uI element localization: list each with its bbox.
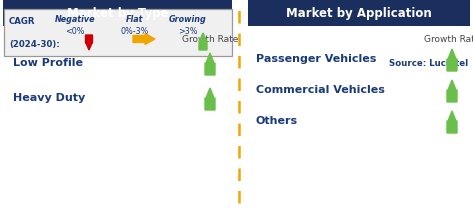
Text: Low Profile: Low Profile xyxy=(13,58,83,68)
Text: Flat: Flat xyxy=(126,15,144,24)
Text: 0%-3%: 0%-3% xyxy=(121,27,149,37)
Text: Negative: Negative xyxy=(55,15,95,24)
Text: Growth Rate: Growth Rate xyxy=(182,35,238,43)
Polygon shape xyxy=(199,33,207,50)
Polygon shape xyxy=(86,35,93,50)
FancyBboxPatch shape xyxy=(248,0,470,26)
Polygon shape xyxy=(205,53,215,75)
Text: Growth Rate: Growth Rate xyxy=(424,35,473,43)
FancyBboxPatch shape xyxy=(4,9,232,56)
Polygon shape xyxy=(447,80,457,102)
Text: Market by Type: Market by Type xyxy=(67,7,168,19)
Polygon shape xyxy=(447,49,457,71)
Polygon shape xyxy=(447,111,457,133)
Polygon shape xyxy=(205,88,215,110)
Text: CAGR: CAGR xyxy=(9,18,35,27)
Text: Others: Others xyxy=(256,116,298,126)
Text: Commercial Vehicles: Commercial Vehicles xyxy=(256,85,385,95)
Text: >3%: >3% xyxy=(178,27,198,37)
Text: (2024-30):: (2024-30): xyxy=(9,41,60,50)
Text: Market by Application: Market by Application xyxy=(286,7,432,19)
Text: <0%: <0% xyxy=(65,27,85,37)
Text: Source: Lucintel: Source: Lucintel xyxy=(389,60,468,69)
Text: Passenger Vehicles: Passenger Vehicles xyxy=(256,54,377,64)
Text: Growing: Growing xyxy=(169,15,207,24)
Polygon shape xyxy=(133,34,155,45)
FancyBboxPatch shape xyxy=(3,0,232,26)
Text: Heavy Duty: Heavy Duty xyxy=(13,93,85,103)
